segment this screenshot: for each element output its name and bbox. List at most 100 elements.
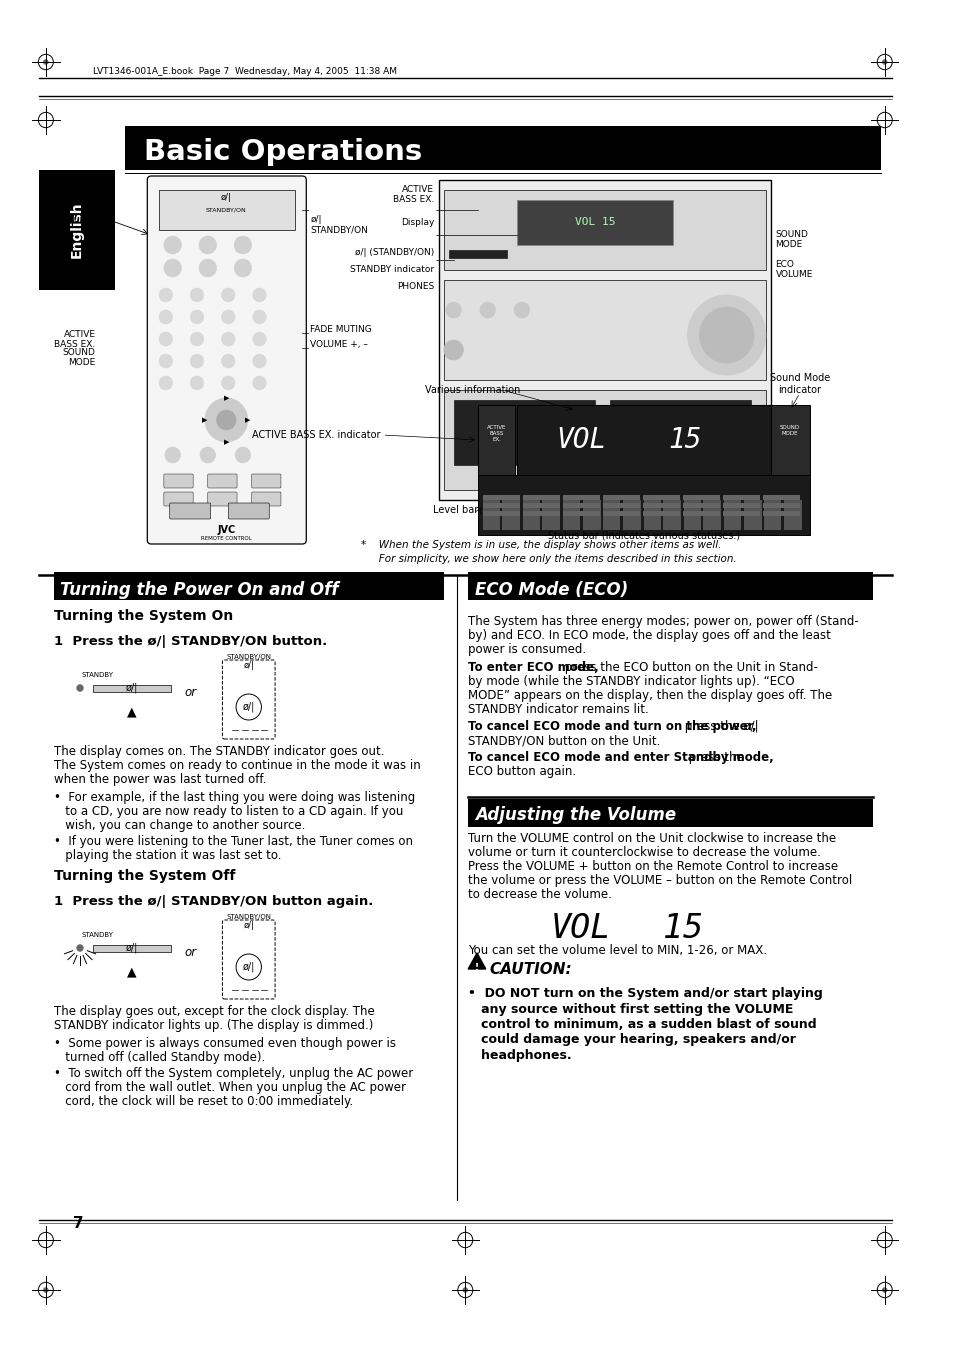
Text: ø/|: ø/| [126, 943, 138, 954]
FancyBboxPatch shape [438, 180, 770, 500]
Text: *: * [360, 540, 366, 550]
Text: English: English [70, 201, 84, 258]
Circle shape [514, 303, 529, 317]
Circle shape [159, 309, 172, 324]
Circle shape [445, 303, 461, 317]
FancyBboxPatch shape [723, 500, 740, 530]
FancyBboxPatch shape [582, 500, 600, 530]
Text: •  To switch off the System completely, unplug the AC power: • To switch off the System completely, u… [53, 1067, 413, 1079]
Text: press the ø/|: press the ø/| [680, 720, 758, 734]
FancyBboxPatch shape [252, 474, 280, 488]
Text: MODE” appears on the display, then the display goes off. The: MODE” appears on the display, then the d… [468, 689, 832, 703]
FancyBboxPatch shape [482, 503, 519, 508]
FancyBboxPatch shape [622, 500, 640, 530]
Text: STANDBY indicator remains lit.: STANDBY indicator remains lit. [468, 703, 648, 716]
FancyBboxPatch shape [443, 280, 765, 380]
Polygon shape [468, 952, 485, 969]
Text: ø/|: ø/| [242, 962, 254, 973]
Text: ECO button again.: ECO button again. [468, 765, 576, 778]
Circle shape [43, 1288, 49, 1293]
Circle shape [233, 259, 252, 277]
FancyBboxPatch shape [502, 500, 519, 530]
Circle shape [159, 376, 172, 390]
FancyBboxPatch shape [477, 476, 809, 535]
Circle shape [190, 376, 204, 390]
Text: ø/|: ø/| [243, 921, 253, 929]
Text: STANDBY: STANDBY [81, 932, 113, 938]
FancyBboxPatch shape [517, 405, 770, 476]
FancyBboxPatch shape [562, 500, 579, 530]
Text: The System has three energy modes; power on, power off (Stand-: The System has three energy modes; power… [468, 615, 858, 628]
Text: by) and ECO. In ECO mode, the display goes off and the least: by) and ECO. In ECO mode, the display go… [468, 630, 830, 642]
Text: •  DO NOT turn on the System and/or start playing: • DO NOT turn on the System and/or start… [468, 988, 822, 1000]
Text: Various information: Various information [425, 385, 520, 394]
FancyBboxPatch shape [222, 920, 274, 998]
FancyBboxPatch shape [522, 503, 559, 508]
Text: press the ECO button on the Unit in Stand-: press the ECO button on the Unit in Stan… [560, 661, 817, 674]
Circle shape [221, 354, 234, 367]
Circle shape [159, 354, 172, 367]
Text: Turning the System On: Turning the System On [53, 609, 233, 623]
Text: ø/|: ø/| [243, 661, 253, 670]
Circle shape [190, 332, 204, 346]
Circle shape [253, 354, 266, 367]
Text: SOUND
MODE: SOUND MODE [63, 349, 95, 367]
Text: ACTIVE
BASS EX.: ACTIVE BASS EX. [393, 185, 434, 204]
Text: VOLUME +, –: VOLUME +, – [310, 340, 368, 350]
Text: STANDBY: STANDBY [81, 671, 113, 678]
FancyBboxPatch shape [722, 494, 760, 500]
Text: Turn the VOLUME control on the Unit clockwise to increase the: Turn the VOLUME control on the Unit cloc… [468, 832, 836, 844]
Text: ▶: ▶ [223, 439, 229, 444]
FancyBboxPatch shape [53, 571, 443, 600]
Circle shape [190, 309, 204, 324]
Text: VOL 15: VOL 15 [575, 218, 615, 227]
Circle shape [205, 399, 248, 442]
Text: Turning the System Off: Turning the System Off [53, 869, 234, 884]
FancyBboxPatch shape [443, 190, 765, 270]
Text: ACTIVE
BASS
EX.: ACTIVE BASS EX. [486, 426, 506, 442]
Circle shape [76, 685, 83, 692]
Text: playing the station it was last set to.: playing the station it was last set to. [53, 848, 281, 862]
Text: REMOTE CONTROL: REMOTE CONTROL [201, 535, 252, 540]
Circle shape [699, 307, 753, 363]
Circle shape [165, 447, 180, 463]
Circle shape [190, 354, 204, 367]
Circle shape [253, 309, 266, 324]
Text: 7: 7 [73, 1216, 84, 1231]
FancyBboxPatch shape [562, 494, 599, 500]
Circle shape [233, 236, 252, 254]
Text: ACTIVE BASS EX. indicator: ACTIVE BASS EX. indicator [252, 430, 380, 440]
FancyBboxPatch shape [482, 500, 500, 530]
FancyBboxPatch shape [468, 571, 872, 600]
Circle shape [164, 236, 181, 254]
Text: ø/| (STANDBY/ON): ø/| (STANDBY/ON) [355, 249, 434, 257]
Circle shape [443, 340, 463, 359]
FancyBboxPatch shape [642, 494, 679, 500]
FancyBboxPatch shape [662, 500, 680, 530]
FancyBboxPatch shape [170, 503, 211, 519]
Circle shape [253, 376, 266, 390]
Circle shape [216, 409, 235, 430]
Text: Status bar (Indicates various statuses.): Status bar (Indicates various statuses.) [547, 530, 740, 540]
Text: VOL: VOL [556, 426, 606, 454]
Text: Press the VOLUME + button on the Remote Control to increase: Press the VOLUME + button on the Remote … [468, 861, 838, 873]
Text: STANDBY/ON: STANDBY/ON [226, 654, 271, 661]
Text: STANDBY/ON: STANDBY/ON [206, 208, 247, 212]
Circle shape [164, 259, 181, 277]
Circle shape [882, 1288, 886, 1293]
FancyBboxPatch shape [252, 492, 280, 507]
FancyBboxPatch shape [542, 500, 559, 530]
FancyBboxPatch shape [682, 511, 720, 516]
Text: The display goes out, except for the clock display. The: The display goes out, except for the clo… [53, 1005, 374, 1019]
Text: When the System is in use, the display shows other items as well.: When the System is in use, the display s… [369, 540, 720, 550]
Text: power is consumed.: power is consumed. [468, 643, 586, 657]
Circle shape [221, 309, 234, 324]
FancyBboxPatch shape [762, 503, 799, 508]
Text: ø/|: ø/| [126, 682, 138, 693]
FancyBboxPatch shape [477, 405, 515, 476]
Text: ECO Mode (ECO): ECO Mode (ECO) [475, 581, 628, 598]
FancyBboxPatch shape [453, 400, 595, 465]
Text: LVT1346-001A_E.book  Page 7  Wednesday, May 4, 2005  11:38 AM: LVT1346-001A_E.book Page 7 Wednesday, Ma… [92, 68, 396, 77]
Circle shape [221, 288, 234, 303]
Circle shape [253, 332, 266, 346]
